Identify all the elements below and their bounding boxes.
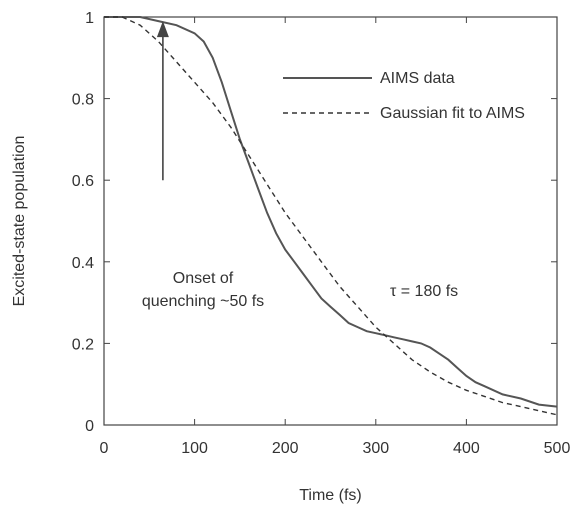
legend-label: AIMS data <box>380 70 455 87</box>
onset-annotation-line1: Onset of <box>173 270 234 287</box>
series-layer <box>104 16 558 416</box>
x-tick-label: 0 <box>100 440 109 457</box>
onset-arrow-head <box>156 21 169 38</box>
y-tick-label: 0.4 <box>72 255 94 272</box>
plot-frame <box>103 16 558 426</box>
series-line-aims-data <box>104 16 558 408</box>
y-tick-label: 1 <box>85 10 94 27</box>
annotations: Onset of quenching ~50 fs τ = 180 fs <box>142 21 458 310</box>
x-tick-label: 100 <box>181 440 208 457</box>
onset-annotation-line2: quenching ~50 fs <box>142 293 264 310</box>
series-line-gaussian-fit <box>104 16 558 416</box>
plot-border <box>103 16 558 426</box>
x-tick-label: 200 <box>272 440 299 457</box>
y-axis-label: Excited-state population <box>11 136 28 307</box>
axis-ticks: 0 100 200 300 400 500 0 0.2 0.4 0.6 0.8 1 <box>72 10 571 457</box>
x-axis-label: Time (fs) <box>299 487 362 504</box>
x-tick-label: 400 <box>453 440 480 457</box>
x-tick-label: 300 <box>362 440 389 457</box>
y-tick-label: 0 <box>85 418 94 435</box>
y-tick-label: 0.8 <box>72 92 94 109</box>
tau-annotation: τ = 180 fs <box>390 283 458 300</box>
legend-label: Gaussian fit to AIMS <box>380 105 525 122</box>
y-tick-label: 0.2 <box>72 336 94 353</box>
x-tick-label: 500 <box>544 440 571 457</box>
y-tick-label: 0.6 <box>72 173 94 190</box>
legend: AIMS data Gaussian fit to AIMS <box>283 70 525 122</box>
